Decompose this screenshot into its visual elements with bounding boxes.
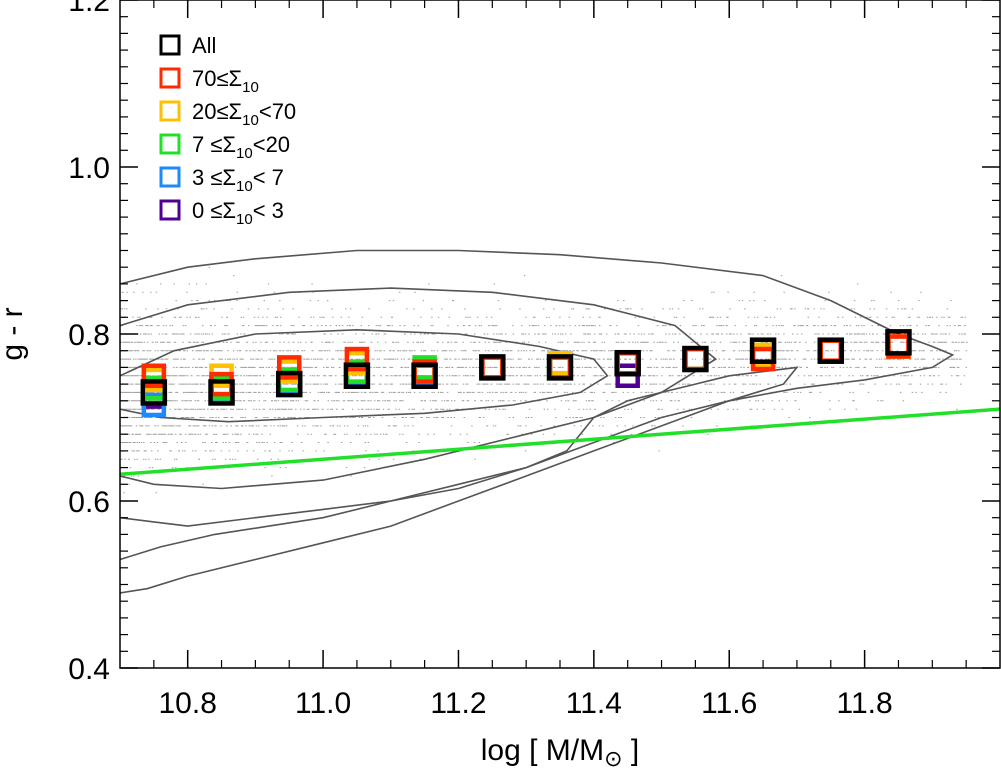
marker-point xyxy=(615,350,640,376)
contour-outermost xyxy=(120,366,799,594)
contour-inner xyxy=(120,328,609,423)
marker-point xyxy=(615,350,640,376)
divider-line xyxy=(120,407,1000,477)
marker-point xyxy=(276,355,302,380)
x-tick-label: 11.4 xyxy=(566,687,622,720)
marker-point xyxy=(818,338,844,363)
legend-label: 3 ≤Σ10< 7 xyxy=(192,165,284,195)
legend-swatch xyxy=(159,166,181,188)
marker-point xyxy=(749,337,777,364)
series-5 xyxy=(140,329,912,406)
x-tick-label: 10.8 xyxy=(158,687,216,720)
contour-outer xyxy=(120,249,955,527)
scatter-points xyxy=(120,266,968,494)
y-tick-label: 1.0 xyxy=(68,152,110,185)
marker-point xyxy=(344,346,370,372)
legend-label: 70≤Σ10 xyxy=(192,66,259,96)
x-tick-label: 11.8 xyxy=(837,687,893,720)
marker-point xyxy=(615,350,640,376)
y-tick-label: 1.2 xyxy=(68,0,110,18)
series-2 xyxy=(141,338,844,401)
background-scatter-points xyxy=(120,266,968,494)
x-tick-label: 11.0 xyxy=(295,687,351,720)
marker-point xyxy=(141,363,167,388)
contour-middle xyxy=(120,287,718,490)
x-tick-label: 11.2 xyxy=(430,687,486,720)
marker-point xyxy=(140,379,168,406)
series-markers xyxy=(140,329,912,418)
marker-point xyxy=(615,350,640,376)
marker-point xyxy=(546,354,574,381)
legend-swatch xyxy=(159,100,181,122)
marker-point xyxy=(479,354,506,381)
marker-point xyxy=(682,345,709,373)
marker-point xyxy=(614,349,641,377)
marker-point xyxy=(411,362,438,389)
x-axis-ticks: 10.8 11.0 11.2 11.4 11.6 11.8 xyxy=(153,0,967,720)
y-tick-label: 0.4 xyxy=(68,653,110,686)
marker-point xyxy=(208,379,235,406)
marker-point xyxy=(818,338,844,363)
y-tick-label: 0.6 xyxy=(68,486,110,519)
red-sequence-divider-line xyxy=(120,407,1000,477)
marker-point xyxy=(343,362,371,389)
legend-label: 20≤Σ10<70 xyxy=(192,99,296,129)
legend-swatch xyxy=(159,34,181,56)
y-axis-title: g - r xyxy=(0,307,29,360)
x-tick-label: 11.6 xyxy=(701,687,757,720)
y-tick-label: 0.8 xyxy=(68,319,110,352)
marker-point xyxy=(885,329,912,356)
y-axis-ticks: 0.4 0.6 0.8 1.0 1.2 xyxy=(68,0,1000,686)
legend-swatch xyxy=(159,67,181,89)
legend-swatch xyxy=(159,133,181,155)
solar-symbol: ⊙ xyxy=(604,746,622,771)
marker-point xyxy=(817,337,845,364)
legend-label: 7 ≤Σ10<20 xyxy=(192,132,290,162)
legend-label: 0 ≤Σ10< 3 xyxy=(192,198,284,228)
density-contours xyxy=(120,249,955,594)
x-axis-title: log [ M/M⊙ ] xyxy=(481,734,639,771)
legend-swatch xyxy=(159,199,181,221)
legend-label: All xyxy=(192,33,216,58)
marker-point xyxy=(275,370,303,398)
marker-point xyxy=(818,338,844,363)
